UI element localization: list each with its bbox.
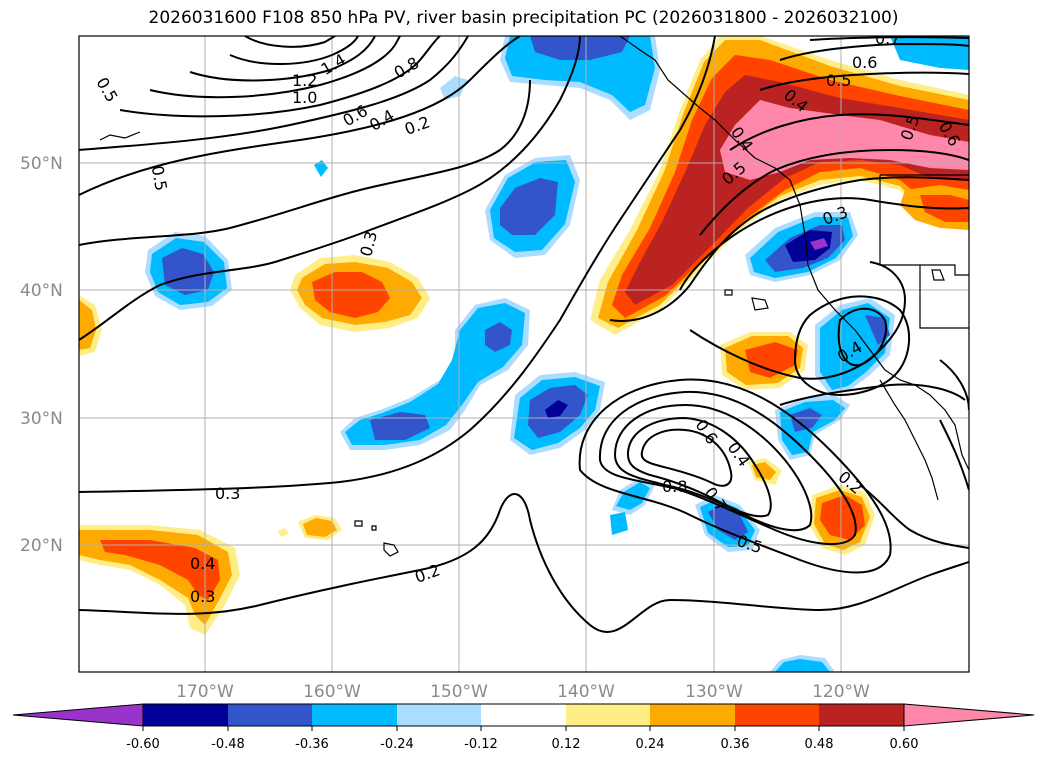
lon-label-130w: 130°W (685, 682, 743, 702)
lat-label-40n: 40°N (20, 281, 63, 301)
map-title: 2026031600 F108 850 hPa PV, river basin … (148, 8, 899, 28)
pv-contours (79, 36, 969, 633)
coastlines (99, 36, 969, 557)
colorbar-extend-max (903, 703, 1035, 727)
colorbar-tick-label: -0.24 (380, 737, 414, 752)
colorbar-segment (397, 704, 481, 726)
contour-label: 1.2 (292, 71, 317, 90)
colorbar-tick-label: 0.60 (890, 737, 919, 752)
colorbar-segment (143, 704, 228, 726)
contour-label: 0.5 (826, 71, 851, 90)
colorbar-segment (481, 704, 566, 726)
colorbar-tick-label: 0.12 (552, 737, 581, 752)
map-frame (78, 35, 970, 673)
lon-label-170w: 170°W (176, 682, 234, 702)
colorbar-segment (312, 704, 397, 726)
latitude-labels: 50°N 40°N 30°N 20°N (20, 154, 63, 556)
contour-label: 0.3 (190, 587, 215, 606)
lon-label-160w: 160°W (303, 682, 361, 702)
colorbar-tick-label: 0.36 (721, 737, 750, 752)
colorbar-tick-label: -0.48 (211, 737, 245, 752)
colorbar: -0.60 -0.48 -0.36 -0.24 -0.12 0.12 0.24 … (12, 703, 1035, 752)
contour-label: 0.4 (190, 554, 215, 573)
lon-label-150w: 150°W (430, 682, 488, 702)
colorbar-tick-label: -0.36 (295, 737, 329, 752)
contour-label: 0.3 (215, 484, 240, 503)
map-content: 1.2 1.0 1.4 0.8 0.6 0.4 0.2 0.5 0.5 0.3 … (79, 29, 969, 672)
lat-label-30n: 30°N (20, 409, 63, 429)
colorbar-segment (566, 704, 650, 726)
lon-label-120w: 120°W (812, 682, 870, 702)
colorbar-segment (735, 704, 819, 726)
contour-label: 0.5 (148, 164, 171, 192)
lon-label-140w: 140°W (557, 682, 615, 702)
contour-label: 0.7 (875, 29, 900, 48)
precipitation-shading (79, 36, 969, 672)
contour-label: 1.0 (292, 88, 317, 107)
lat-label-20n: 20°N (20, 536, 63, 556)
contour-label: 0.8 (662, 477, 687, 496)
colorbar-segment (228, 704, 312, 726)
longitude-labels: 170°W 160°W 150°W 140°W 130°W 120°W (176, 682, 870, 702)
colorbar-segment (650, 704, 735, 726)
map-gridlines (79, 36, 969, 672)
contour-label: 0.6 (852, 53, 877, 72)
colorbar-tick-label: -0.60 (126, 737, 160, 752)
colorbar-segment (819, 704, 904, 726)
colorbar-extend-min (12, 703, 144, 727)
colorbar-tick-label: 0.24 (636, 737, 665, 752)
lat-label-50n: 50°N (20, 154, 63, 174)
colorbar-tick-label: 0.48 (805, 737, 834, 752)
colorbar-tick-label: -0.12 (464, 737, 498, 752)
